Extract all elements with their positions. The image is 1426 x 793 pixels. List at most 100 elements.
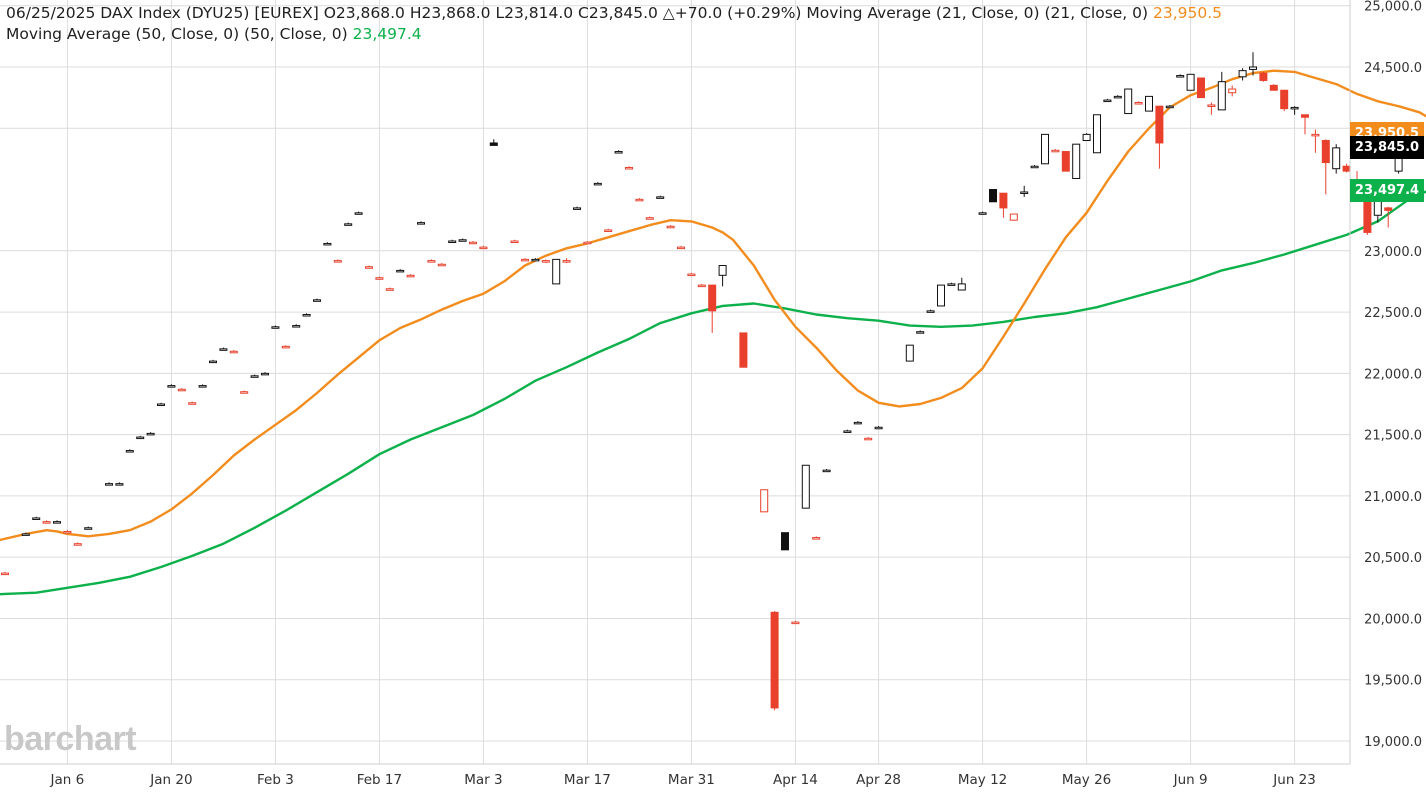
- candle-body: [1134, 102, 1143, 105]
- candle: [1280, 89, 1289, 112]
- candle: [1155, 105, 1164, 169]
- candle-body: [853, 421, 862, 425]
- ma50-line: [0, 190, 1426, 596]
- candle-body: [926, 310, 935, 313]
- candle: [1061, 151, 1070, 172]
- candle-body: [1030, 165, 1039, 169]
- candle-body: [427, 260, 436, 263]
- candle-body: [552, 258, 561, 285]
- candle-body: [937, 284, 945, 307]
- candle-body: [635, 198, 644, 202]
- candle-body: [697, 284, 706, 288]
- candle: [177, 388, 186, 392]
- candle-body: [406, 274, 415, 278]
- candle-body: [146, 432, 155, 436]
- candle-body: [1280, 89, 1289, 110]
- candle: [531, 258, 540, 262]
- y-tick-label: 22,000.0: [1364, 367, 1422, 382]
- candle-body: [874, 426, 883, 430]
- candle: [1113, 95, 1122, 99]
- x-tick-label: May 26: [1062, 772, 1111, 788]
- y-tick-label: 21,000.0: [1364, 490, 1422, 505]
- y-tick-label: 22,500.0: [1364, 306, 1422, 321]
- candle-body: [978, 212, 987, 215]
- candle-body: [437, 263, 446, 267]
- candle-body: [333, 260, 342, 263]
- candle: [1301, 114, 1309, 135]
- candle-body: [1301, 114, 1309, 118]
- candle: [125, 449, 134, 453]
- legend-symbol: DAX Index (DYU25) [EUREX]: [100, 4, 319, 22]
- candle: [1249, 52, 1257, 76]
- candle: [365, 265, 373, 269]
- candle: [479, 245, 488, 250]
- candle-body: [1321, 140, 1330, 164]
- x-tick-label: Jun 9: [1173, 772, 1208, 788]
- candle: [781, 532, 789, 551]
- candle-body: [718, 265, 727, 276]
- candle-body: [385, 288, 394, 291]
- candle-body: [1363, 201, 1372, 233]
- candle-body: [614, 151, 623, 154]
- candle: [916, 330, 925, 334]
- candle: [635, 198, 644, 202]
- candle-body: [313, 299, 321, 302]
- candle: [302, 313, 311, 317]
- candle: [136, 435, 145, 440]
- candle-body: [791, 621, 800, 625]
- candle-body: [84, 527, 93, 530]
- candle: [1072, 143, 1081, 179]
- candle-body: [781, 532, 789, 551]
- ma50-series: [0, 190, 1426, 596]
- candle-body: [167, 385, 176, 388]
- candle-body: [1051, 149, 1060, 153]
- candle: [448, 239, 457, 243]
- x-tick-label: May 12: [958, 772, 1007, 788]
- candle-body: [1041, 133, 1049, 165]
- candle: [292, 324, 301, 328]
- candle-body: [1176, 75, 1185, 78]
- candle-body: [177, 388, 186, 392]
- candle-body: [666, 225, 675, 229]
- candle-body: [583, 241, 592, 245]
- candle-body: [947, 283, 956, 286]
- candle-body: [229, 350, 238, 354]
- candle: [957, 277, 966, 291]
- ma50-price-tag: 23,497.4: [1350, 179, 1424, 202]
- candle-body: [32, 517, 41, 520]
- legend-ma21-label: Moving Average (21, Close, 0) (21, Close…: [806, 4, 1149, 22]
- candle-body: [801, 464, 810, 509]
- candle: [812, 536, 821, 540]
- y-tick-label: 24,500.0: [1364, 61, 1422, 76]
- candle-body: [365, 266, 373, 269]
- legend-date: 06/25/2025: [6, 4, 96, 22]
- candle: [209, 359, 217, 364]
- candle-body: [1145, 95, 1153, 112]
- candle-body: [115, 483, 124, 486]
- candle: [437, 263, 446, 267]
- chart-legend-line1: 06/25/2025 DAX Index (DYU25) [EUREX] O23…: [6, 4, 1222, 22]
- candle-body: [105, 483, 113, 486]
- candle-body: [21, 533, 30, 536]
- x-tick-label: Mar 31: [668, 772, 715, 788]
- candle-body: [323, 242, 332, 246]
- candle-series: [1, 52, 1413, 711]
- candle: [947, 282, 956, 286]
- candle-body: [1259, 72, 1268, 81]
- candle-body: [1384, 207, 1393, 211]
- candle: [1259, 71, 1268, 82]
- x-tick-label: Feb 3: [257, 772, 294, 788]
- candle-body: [125, 450, 134, 453]
- candle-body: [1311, 133, 1320, 137]
- ma21-line: [0, 69, 1426, 542]
- y-tick-label: 19,500.0: [1364, 674, 1422, 689]
- candle: [105, 482, 113, 486]
- candle-body: [1186, 73, 1195, 91]
- candle-body: [1269, 84, 1278, 91]
- candle-body: [645, 217, 654, 220]
- candle-body: [708, 284, 717, 312]
- candle: [770, 611, 779, 711]
- candle: [853, 421, 862, 425]
- candle: [708, 284, 717, 333]
